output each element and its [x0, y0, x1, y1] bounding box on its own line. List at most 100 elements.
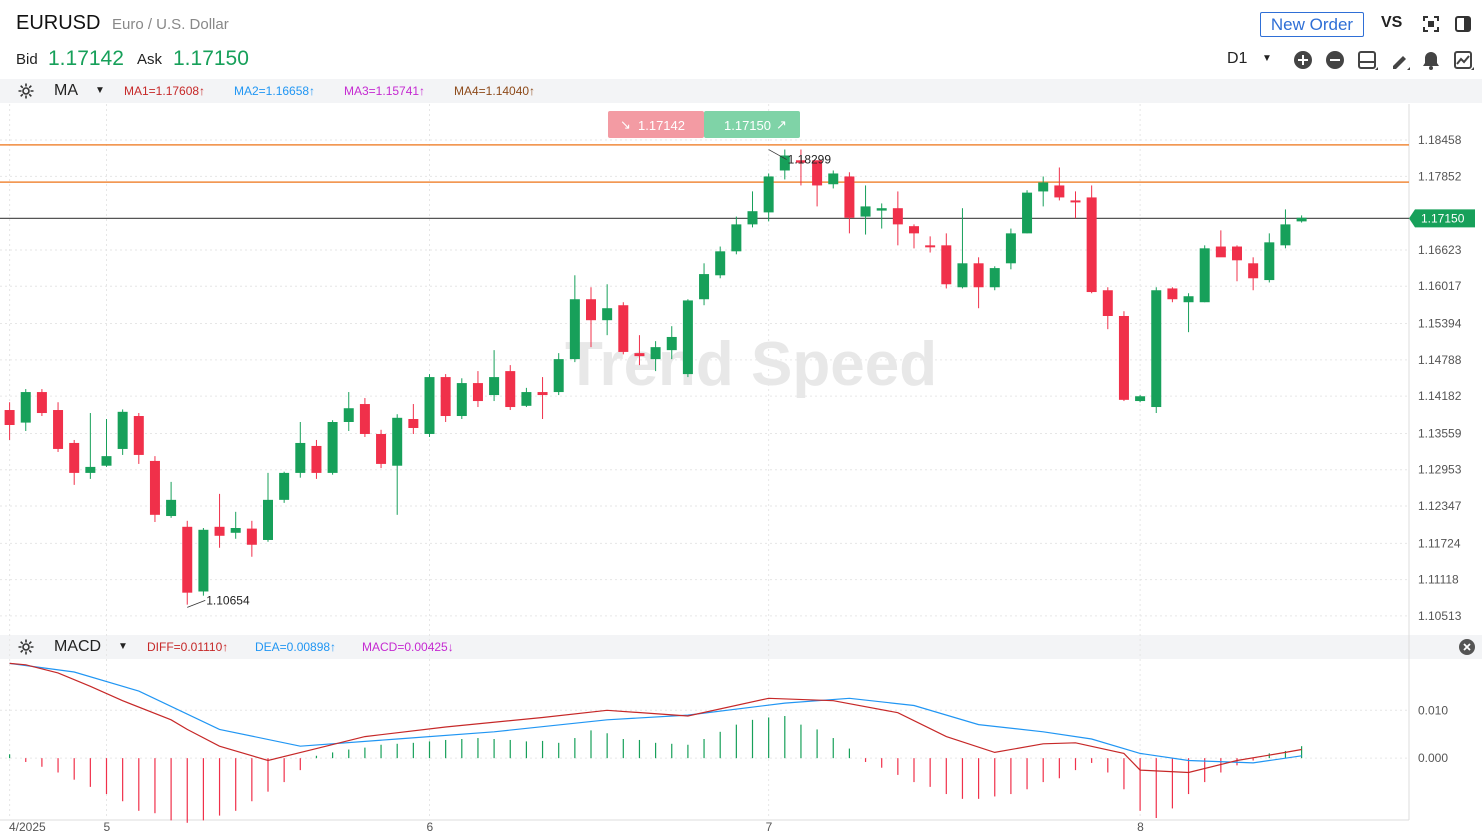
candle[interactable] [198, 528, 209, 596]
alert-bell-icon[interactable] [1421, 50, 1443, 72]
candle[interactable] [149, 456, 160, 523]
candle[interactable] [1215, 230, 1226, 258]
candle[interactable] [747, 191, 758, 228]
chevron-down-icon[interactable]: ▼ [1262, 53, 1272, 64]
candle[interactable] [408, 404, 419, 434]
candle[interactable] [618, 302, 629, 355]
macd-indicator-name[interactable]: MACD [54, 638, 102, 655]
candle[interactable] [359, 398, 370, 437]
candle[interactable] [1232, 245, 1242, 282]
chevron-down-icon[interactable]: ▼ [118, 641, 128, 652]
candle[interactable] [860, 185, 871, 235]
candle[interactable] [327, 420, 338, 475]
candle[interactable] [1167, 287, 1178, 303]
quote-box[interactable]: ↘ 1.17142 1.17150 ↗ [608, 111, 800, 138]
candle[interactable] [36, 389, 47, 417]
candle[interactable] [892, 191, 903, 246]
candle[interactable] [230, 511, 241, 539]
candle[interactable] [569, 275, 580, 363]
candle[interactable] [1199, 245, 1210, 303]
candle[interactable] [1005, 228, 1016, 270]
candle[interactable] [101, 419, 112, 467]
candle[interactable] [699, 263, 710, 306]
candle[interactable] [424, 374, 435, 437]
candle[interactable] [602, 284, 613, 336]
candle[interactable] [1102, 287, 1113, 330]
candle[interactable] [1118, 311, 1129, 402]
candle[interactable] [957, 208, 968, 289]
candle[interactable] [844, 172, 855, 234]
candle[interactable] [925, 236, 936, 253]
panel-icon[interactable] [1357, 50, 1379, 72]
candle[interactable] [876, 203, 887, 229]
candle[interactable] [246, 520, 257, 557]
symbol-name[interactable]: EURUSD [16, 12, 101, 34]
candle[interactable] [85, 413, 96, 479]
candle[interactable] [489, 350, 500, 402]
candle[interactable] [1296, 215, 1307, 223]
candle[interactable] [973, 257, 984, 309]
candle[interactable] [553, 353, 564, 396]
candle[interactable] [376, 429, 387, 469]
candle[interactable] [263, 472, 273, 542]
candle[interactable] [1135, 395, 1146, 403]
layout-icon[interactable] [1453, 14, 1473, 34]
zoom-out-icon[interactable] [1325, 50, 1345, 70]
expand-icon[interactable] [1421, 14, 1441, 34]
candle[interactable] [166, 481, 177, 518]
settings-gear-icon[interactable] [17, 82, 35, 100]
settings-gear-icon[interactable] [17, 638, 35, 656]
candle[interactable] [666, 326, 677, 360]
candle[interactable] [505, 365, 516, 411]
candle[interactable] [812, 160, 823, 207]
candle[interactable] [295, 422, 306, 478]
candle[interactable] [311, 439, 322, 479]
candle[interactable] [586, 287, 596, 348]
candle[interactable] [69, 439, 80, 485]
candle[interactable] [472, 371, 483, 408]
candle[interactable] [279, 471, 290, 503]
candle[interactable] [795, 149, 806, 186]
candle[interactable] [1248, 257, 1259, 291]
candle[interactable] [4, 402, 15, 440]
candle[interactable] [941, 233, 952, 289]
candle[interactable] [456, 378, 467, 420]
timeframe-selector[interactable]: D1 [1227, 50, 1248, 67]
candle[interactable] [133, 413, 144, 464]
candle[interactable] [909, 224, 919, 249]
candle[interactable] [1070, 191, 1081, 219]
candle[interactable] [779, 149, 790, 180]
candle[interactable] [1183, 293, 1194, 333]
pencil-icon[interactable] [1389, 50, 1411, 72]
candle[interactable] [537, 377, 548, 420]
candle[interactable] [117, 409, 128, 455]
zoom-in-icon[interactable] [1293, 50, 1313, 70]
candle[interactable] [392, 414, 403, 515]
candle[interactable] [1022, 190, 1033, 234]
candle[interactable] [1264, 233, 1275, 283]
ma-indicator-name[interactable]: MA [54, 82, 78, 99]
candle[interactable] [1038, 176, 1049, 207]
candle[interactable] [343, 392, 354, 431]
new-order-button[interactable]: New Order [1260, 12, 1364, 37]
sell-quote-button[interactable] [608, 111, 704, 138]
candle[interactable] [731, 216, 742, 255]
indicator-icon[interactable] [1453, 50, 1475, 72]
candle[interactable] [828, 170, 839, 189]
candle[interactable] [214, 493, 225, 548]
candle[interactable] [715, 246, 726, 279]
candle[interactable] [1086, 185, 1097, 294]
candle[interactable] [440, 374, 451, 422]
candle[interactable] [20, 389, 31, 431]
candle[interactable] [1151, 287, 1162, 414]
vs-button[interactable]: VS [1381, 14, 1403, 31]
close-icon[interactable] [1458, 638, 1476, 656]
candle[interactable] [634, 335, 645, 366]
candle[interactable] [1054, 167, 1065, 201]
candle[interactable] [650, 341, 661, 372]
candle[interactable] [763, 173, 774, 222]
candle[interactable] [989, 266, 1000, 291]
candle[interactable] [521, 387, 532, 408]
candle[interactable] [182, 520, 193, 605]
